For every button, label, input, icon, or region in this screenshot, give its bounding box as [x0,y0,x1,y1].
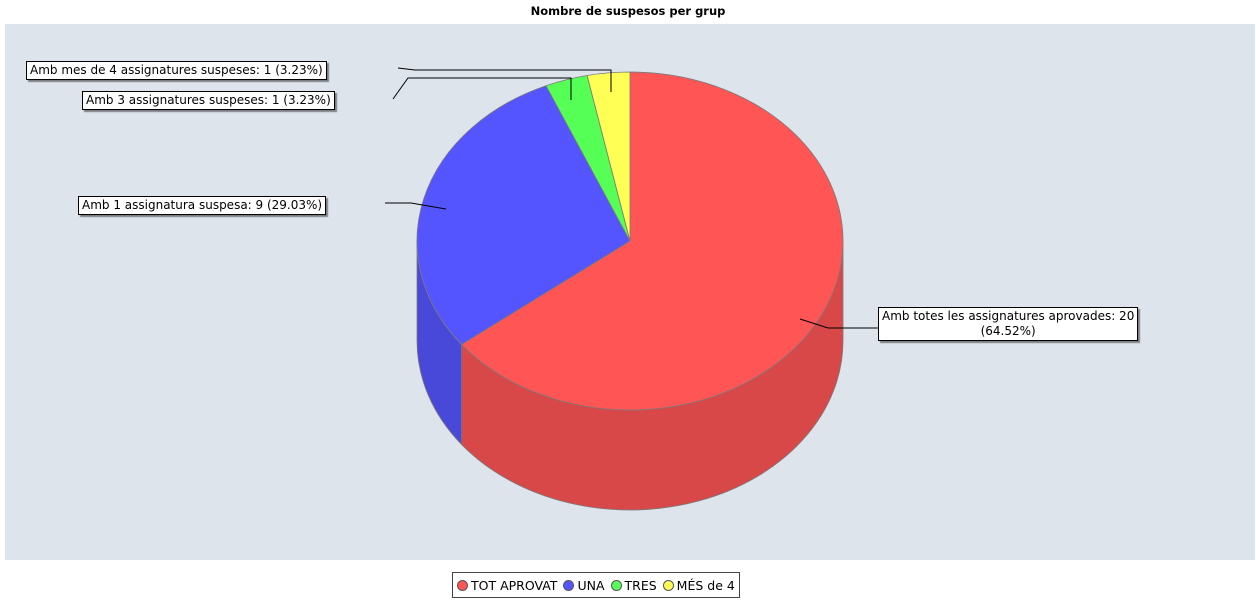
slice-label-tres: Amb 3 assignatures suspeses: 1 (3.23%) [82,91,335,110]
pie-chart [385,67,878,511]
legend-label: UNA [577,577,605,593]
legend-swatch-una [563,579,575,591]
leader-line-mes-de-4 [397,67,612,92]
slice-label-una: Amb 1 assignatura suspesa: 9 (29.03%) [78,196,327,215]
slice-label-mes-de-4: Amb mes de 4 assignatures suspeses: 1 (3… [26,61,327,80]
slice-label-tot-aprovat: Amb totes les assignatures aprovades: 20… [878,307,1139,341]
plot-area: Amb totes les assignatures aprovades: 20… [5,24,1255,560]
legend-label: TOT APROVAT [471,577,558,593]
leader-line-tot-aprovat [799,318,878,329]
legend-swatch-tot-aprovat [457,579,468,591]
legend-swatch-tres [610,579,622,591]
leader-line-una [385,202,447,210]
legend-item-una: UNA [563,577,605,593]
chart-title: Nombre de suspesos per grup [530,4,726,18]
legend-label: TRES [624,577,657,593]
pie-slice-mes-de-4 [586,71,631,242]
legend: TOT APROVAT UNA TRES MÉS de 4 [452,572,740,598]
pie-slice-una [416,85,631,345]
legend-swatch-mes-de-4 [662,579,674,591]
legend-item-mes-de-4: MÉS de 4 [662,577,735,593]
slice-label-line: (64.52%) [980,324,1036,338]
legend-item-tot-aprovat: TOT APROVAT [457,578,557,593]
slice-label-line: Amb totes les assignatures aprovades: 20 [882,309,1135,323]
legend-label: MÉS de 4 [676,577,735,593]
legend-item-tres: TRES [610,577,657,593]
pie-slice-tot-aprovat [460,71,844,411]
leader-line-tres [392,77,572,100]
